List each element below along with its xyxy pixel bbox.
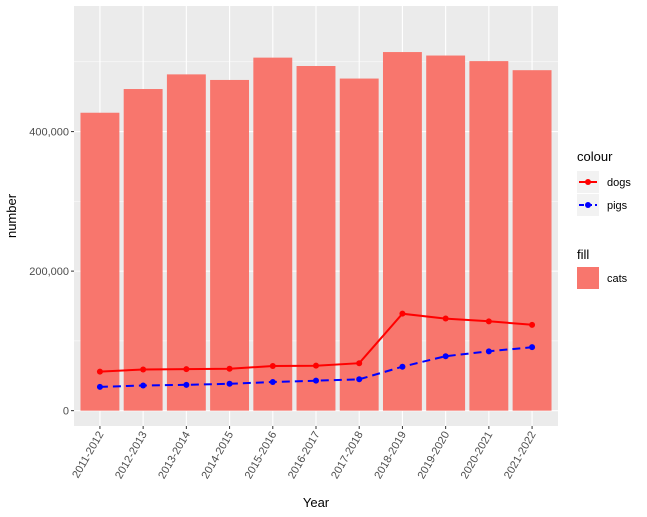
x-tick-label: 2021-2022 bbox=[502, 430, 539, 482]
y-tick-label: 200,000 bbox=[29, 266, 69, 278]
point-dogs-2013-2014 bbox=[183, 366, 190, 373]
y-tick-label: 0 bbox=[63, 406, 69, 418]
x-tick-label: 2013-2014 bbox=[156, 430, 193, 482]
legend-key-cats bbox=[577, 267, 599, 289]
x-axis-title: Year bbox=[303, 495, 330, 510]
bar-2019-2020 bbox=[426, 55, 466, 411]
x-tick-label: 2017-2018 bbox=[329, 430, 366, 482]
point-pigs-2018-2019 bbox=[399, 363, 406, 370]
bar-2014-2015 bbox=[210, 79, 250, 411]
x-tick-label: 2020-2021 bbox=[459, 430, 496, 482]
point-pigs-2021-2022 bbox=[529, 344, 536, 351]
point-pigs-2020-2021 bbox=[485, 348, 492, 355]
legend-key-point-pigs bbox=[585, 202, 591, 208]
legend: colour dogs pigs fill cats bbox=[577, 149, 631, 289]
point-pigs-2014-2015 bbox=[226, 380, 233, 387]
point-dogs-2011-2012 bbox=[96, 368, 103, 375]
legend-colour-items: dogs pigs bbox=[577, 171, 631, 216]
bar-2021-2022 bbox=[512, 70, 552, 411]
x-tick-label: 2015-2016 bbox=[243, 430, 280, 482]
bar-2015-2016 bbox=[253, 57, 293, 411]
y-axis: 0 200,000 400,000 bbox=[29, 127, 74, 418]
point-dogs-2019-2020 bbox=[442, 315, 449, 322]
point-pigs-2011-2012 bbox=[96, 383, 103, 390]
bar-2013-2014 bbox=[166, 74, 206, 411]
x-tick-label: 2014-2015 bbox=[199, 430, 236, 482]
x-tick-label: 2012-2013 bbox=[113, 430, 150, 482]
bar-2011-2012 bbox=[80, 112, 120, 411]
bar-series-cats bbox=[80, 52, 552, 411]
point-pigs-2016-2017 bbox=[313, 377, 319, 384]
bar-2012-2013 bbox=[123, 89, 163, 411]
legend-label-pigs: pigs bbox=[607, 200, 628, 212]
legend-label-cats: cats bbox=[607, 273, 628, 285]
point-pigs-2017-2018 bbox=[356, 376, 363, 383]
x-tick-label: 2011-2012 bbox=[70, 430, 106, 481]
x-axis: 2011-2012 2012-2013 2013-2014 2014-2015 2015… bbox=[70, 426, 539, 482]
bar-2020-2021 bbox=[469, 61, 509, 411]
point-dogs-2018-2019 bbox=[399, 310, 406, 317]
line-pigs bbox=[99, 346, 533, 388]
x-tick-label: 2016-2017 bbox=[286, 430, 323, 482]
x-tick-label: 2018-2019 bbox=[372, 430, 409, 482]
point-dogs-2020-2021 bbox=[485, 318, 492, 325]
legend-fill-items: cats bbox=[577, 267, 628, 289]
bar-2017-2018 bbox=[339, 78, 379, 411]
point-pigs-2015-2016 bbox=[269, 379, 276, 386]
point-pigs-2019-2020 bbox=[442, 353, 449, 360]
legend-colour-title: colour bbox=[577, 149, 613, 164]
point-dogs-2017-2018 bbox=[356, 360, 363, 367]
y-tick-label: 400,000 bbox=[29, 127, 69, 139]
point-dogs-2014-2015 bbox=[226, 365, 233, 372]
line-series bbox=[96, 310, 536, 390]
point-dogs-2012-2013 bbox=[140, 366, 147, 373]
point-dogs-2015-2016 bbox=[269, 363, 276, 369]
bar-2018-2019 bbox=[382, 52, 422, 411]
legend-label-dogs: dogs bbox=[607, 177, 631, 189]
point-dogs-2021-2022 bbox=[529, 321, 536, 328]
point-dogs-2016-2017 bbox=[313, 362, 319, 369]
x-tick-label: 2019-2020 bbox=[416, 430, 453, 482]
y-axis-title: number bbox=[4, 193, 19, 238]
point-pigs-2012-2013 bbox=[140, 382, 147, 389]
bar-2016-2017 bbox=[296, 66, 336, 411]
point-pigs-2013-2014 bbox=[183, 381, 190, 388]
legend-key-point-dogs bbox=[585, 179, 591, 185]
legend-fill-title: fill bbox=[577, 247, 589, 262]
